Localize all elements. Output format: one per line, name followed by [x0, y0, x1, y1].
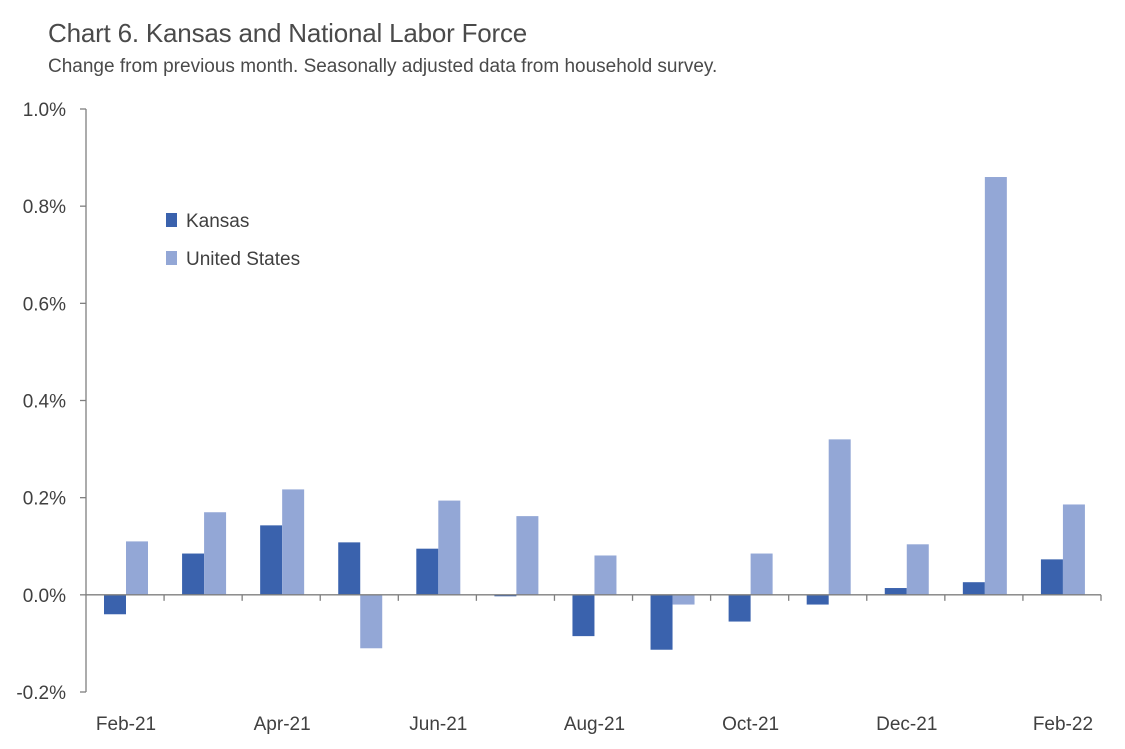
bar-united-states-apr-21: [282, 489, 305, 595]
bar-kansas-aug-21: [572, 594, 595, 637]
x-tick-label: Oct-21: [722, 714, 779, 735]
bar-kansas-may-21: [338, 542, 361, 595]
y-tick-label: 0.4%: [23, 392, 66, 413]
bar-united-states-aug-21: [594, 555, 617, 595]
bar-kansas-oct-21: [728, 594, 751, 622]
y-tick-label: -0.2%: [16, 683, 66, 704]
bar-kansas-sep-21: [650, 594, 673, 650]
bar-kansas-apr-21: [260, 525, 283, 595]
bar-united-states-jul-21: [516, 516, 539, 595]
legend-swatch-united-states: [166, 251, 177, 265]
chart-subtitle: Change from previous month. Seasonally a…: [48, 56, 718, 77]
bar-united-states-jun-21: [438, 500, 461, 595]
bar-united-states-jan-22: [984, 177, 1007, 595]
bar-kansas-feb-22: [1040, 559, 1063, 595]
bar-kansas-mar-21: [182, 553, 205, 595]
bar-kansas-dec-21: [884, 588, 907, 595]
x-tick-label: Dec-21: [876, 714, 937, 735]
bar-kansas-jan-22: [962, 582, 985, 595]
bar-kansas-feb-21: [104, 594, 126, 615]
legend-label-united-states: United States: [186, 249, 300, 270]
x-tick-label: Feb-21: [96, 714, 156, 735]
bar-united-states-feb-22: [1062, 504, 1085, 595]
y-tick-label: 1.0%: [23, 100, 66, 121]
x-tick-label: Jun-21: [409, 714, 467, 735]
bar-kansas-nov-21: [806, 594, 829, 605]
bar-kansas-jul-21: [494, 594, 517, 597]
bar-united-states-nov-21: [828, 439, 851, 595]
legend-swatch-kansas: [166, 213, 177, 227]
bar-united-states-feb-21: [126, 541, 148, 595]
bar-united-states-oct-21: [750, 553, 773, 595]
x-tick-label: Aug-21: [564, 714, 625, 735]
y-tick-label: 0.8%: [23, 197, 66, 218]
bar-united-states-dec-21: [906, 544, 929, 595]
bar-united-states-sep-21: [672, 594, 695, 605]
chart-title: Chart 6. Kansas and National Labor Force: [48, 18, 528, 48]
bar-united-states-mar-21: [204, 512, 227, 595]
legend-label-kansas: Kansas: [186, 211, 249, 232]
bar-kansas-jun-21: [416, 548, 439, 595]
x-tick-label: Feb-22: [1033, 714, 1093, 735]
bar-united-states-may-21: [360, 594, 383, 649]
y-tick-label: 0.2%: [23, 489, 66, 510]
x-tick-label: Apr-21: [254, 714, 311, 735]
y-tick-label: 0.6%: [23, 294, 66, 315]
y-tick-label: 0.0%: [23, 586, 66, 607]
